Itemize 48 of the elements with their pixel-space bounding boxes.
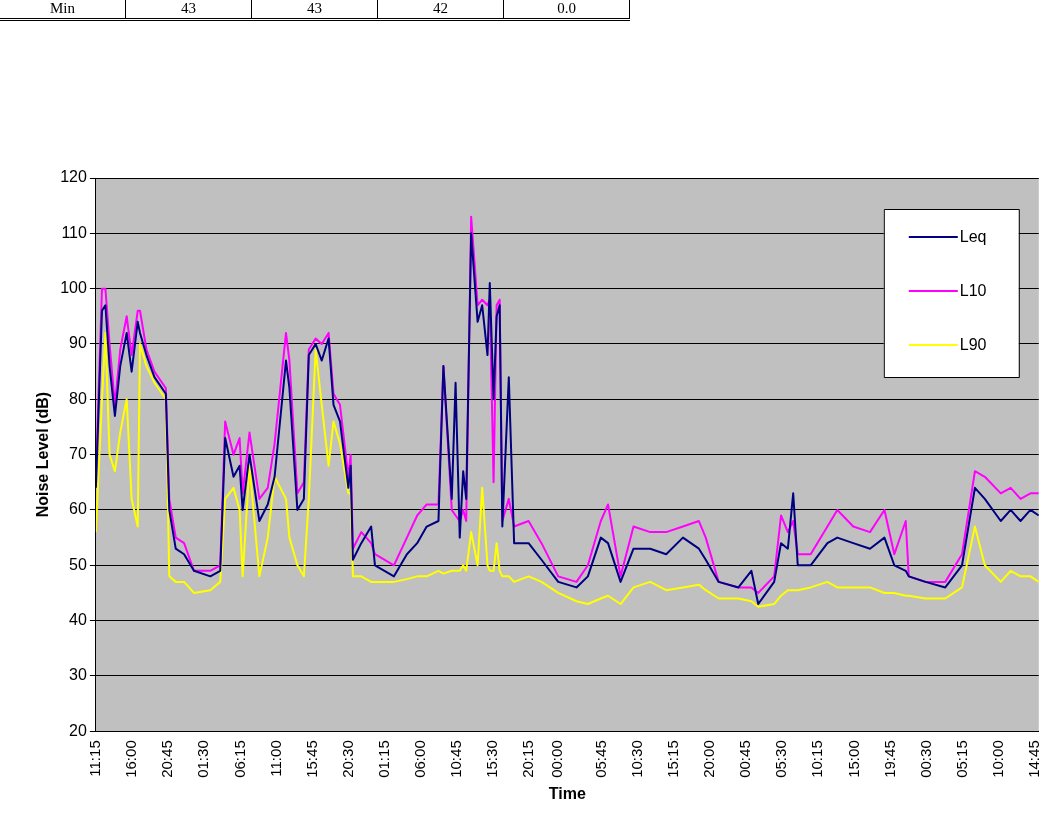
x-tick-label: 20:45 — [158, 740, 176, 778]
y-tick-label: 80 — [69, 389, 87, 407]
x-tick-label: 00:00 — [547, 740, 565, 778]
x-tick-label: 10:30 — [627, 740, 645, 778]
text: 43 — [252, 0, 378, 18]
x-tick-label: 16:00 — [122, 740, 140, 778]
x-tick-label: 10:45 — [447, 740, 465, 778]
legend-label: L10 — [959, 282, 987, 300]
x-tick-label: 05:15 — [952, 740, 970, 778]
x-tick-label: 20:00 — [700, 740, 718, 778]
x-tick-label: 05:30 — [772, 740, 790, 778]
x-tick-label: 15:30 — [483, 740, 501, 778]
x-tick-label: 14:45 — [1025, 740, 1043, 778]
y-tick-label: 100 — [60, 279, 87, 297]
x-tick-label: 20:15 — [519, 740, 537, 778]
x-tick-label: 10:00 — [989, 740, 1007, 778]
x-tick-label: 15:45 — [302, 740, 320, 778]
text: Min — [0, 0, 126, 18]
y-tick-label: 20 — [69, 721, 87, 739]
x-axis-title: Time — [548, 784, 586, 802]
legend-label: Leq — [959, 228, 987, 246]
x-tick-label: 00:30 — [916, 740, 934, 778]
y-tick-label: 120 — [60, 168, 87, 186]
x-tick-label: 15:15 — [663, 740, 681, 778]
x-tick-label: 20:30 — [338, 740, 356, 778]
x-tick-label: 00:45 — [736, 740, 754, 778]
x-tick-label: 01:30 — [194, 740, 212, 778]
x-tick-label: 11:15 — [86, 740, 104, 777]
y-tick-label: 40 — [69, 611, 87, 629]
text: 43 — [126, 0, 252, 18]
y-axis-title: Noise Level (dB) — [34, 391, 52, 518]
text: 42 — [378, 0, 504, 18]
y-tick-label: 30 — [69, 666, 87, 684]
x-tick-label: 05:45 — [591, 740, 609, 778]
y-tick-label: 70 — [69, 445, 87, 463]
x-tick-label: 01:15 — [374, 740, 392, 778]
y-tick-label: 90 — [69, 334, 87, 352]
x-tick-label: 06:15 — [230, 740, 248, 778]
x-tick-label: 10:15 — [808, 740, 826, 778]
x-tick-label: 11:00 — [266, 740, 284, 777]
text: 0.0 — [504, 0, 630, 18]
y-tick-label: 110 — [61, 223, 87, 241]
x-tick-label: 19:45 — [880, 740, 898, 778]
legend-label: L90 — [959, 336, 987, 354]
y-tick-label: 50 — [69, 555, 87, 573]
x-tick-label: 06:00 — [411, 740, 429, 778]
x-tick-label: 15:00 — [844, 740, 862, 778]
y-tick-label: 60 — [69, 500, 87, 518]
